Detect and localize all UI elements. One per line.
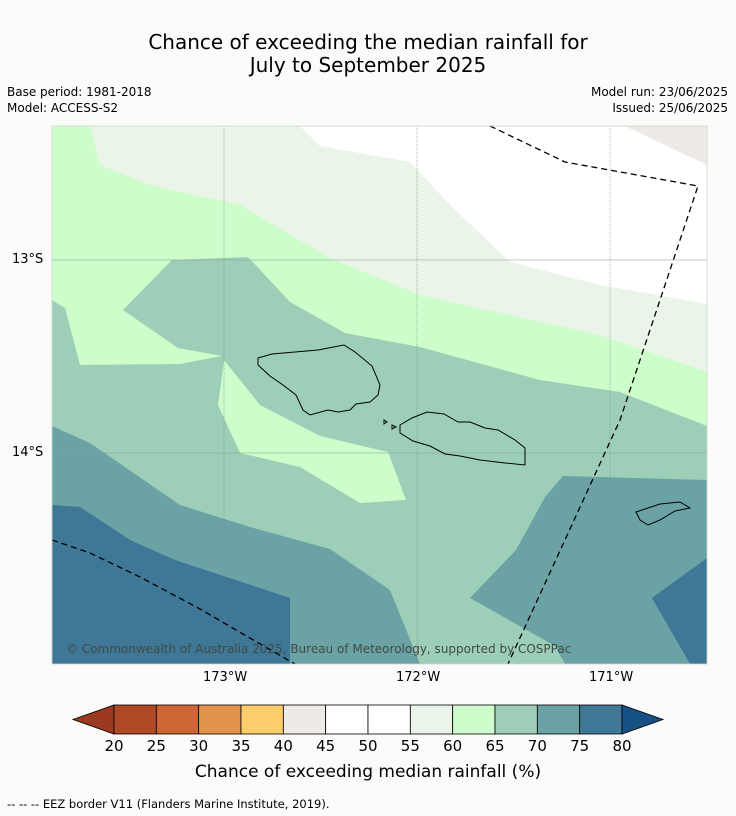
savaii-island [257, 344, 381, 416]
american-samoa-island [635, 501, 692, 526]
copyright-notice: © Commonwealth of Australia 2025, Bureau… [66, 642, 572, 656]
upolu-island [399, 411, 526, 466]
zone-50-55 [300, 126, 707, 304]
colorbar-swatch [240, 704, 284, 735]
colorbar-tick-label: 45 [316, 737, 336, 755]
lat-label-14s: 14°S [12, 445, 44, 460]
islet-1 [383, 419, 388, 425]
lon-label-172w: 172°W [396, 670, 441, 685]
map-area [52, 126, 707, 664]
colorbar-tick-label: 70 [527, 737, 547, 755]
colorbar-swatch [536, 704, 581, 735]
colorbar-swatch [409, 704, 454, 735]
colorbar-swatch [282, 704, 327, 735]
latitude-lines [52, 259, 707, 454]
model-run: Model run: 23/06/2025 [590, 85, 728, 99]
eez-legend-footnote: -- -- -- EEZ border V11 (Flanders Marine… [7, 797, 330, 811]
colorbar-swatch [452, 704, 496, 735]
meta-left: Base period: 1981-2018 Model: ACCESS-S2 [7, 84, 152, 116]
colorbar-tick-label: 65 [485, 737, 505, 755]
chart-title: Chance of exceeding the median rainfall … [0, 31, 736, 77]
graticule [223, 126, 611, 664]
zone-40-45 [625, 126, 707, 165]
colorbar-swatch [494, 704, 538, 735]
map-frame [51, 125, 708, 665]
colorbar-tick-label: 20 [104, 737, 124, 755]
colorbar-swatch [579, 704, 623, 735]
title-line-1: Chance of exceeding the median rainfall … [148, 30, 588, 54]
colorbar-tick-label: 60 [443, 737, 463, 755]
colorbar-tick-label: 55 [400, 737, 420, 755]
title-line-2: July to September 2025 [249, 53, 487, 77]
colorbar-tick-label: 25 [146, 737, 166, 755]
colorbar-swatch [325, 704, 369, 735]
colorbar-tick-label: 35 [231, 737, 251, 755]
zone-75-80-east [652, 558, 707, 664]
colorbar-title: Chance of exceeding median rainfall (%) [194, 762, 542, 782]
eez-border [52, 126, 699, 664]
islands [257, 344, 692, 526]
colorbar-tick-label: 75 [570, 737, 590, 755]
colorbar-swatch [198, 704, 242, 735]
base-period: Base period: 1981-2018 [7, 85, 152, 99]
colorbar-tick-label: 30 [189, 737, 209, 755]
colorbar-swatch [367, 704, 411, 735]
zone-60-65-inlet [218, 360, 406, 503]
colorbar-swatch [113, 704, 157, 735]
lon-label-173w: 173°W [203, 670, 248, 685]
meta-right: Model run: 23/06/2025 Issued: 25/06/2025 [591, 84, 728, 116]
colorbar-over-arrow [621, 704, 665, 735]
colorbar-swatch [155, 704, 200, 735]
colorbar [71, 704, 665, 735]
zone-75-80-west [52, 505, 290, 664]
lat-label-13s: 13°S [12, 252, 44, 267]
colorbar-tick-label: 50 [358, 737, 378, 755]
lon-label-171w: 171°W [589, 670, 634, 685]
colorbar-tick-label: 40 [273, 737, 293, 755]
issued-date: Issued: 25/06/2025 [612, 101, 728, 115]
colorbar-under-arrow [71, 704, 115, 735]
model-name: Model: ACCESS-S2 [7, 101, 119, 115]
islet-2 [391, 424, 398, 430]
colorbar-tick-label: 80 [612, 737, 632, 755]
